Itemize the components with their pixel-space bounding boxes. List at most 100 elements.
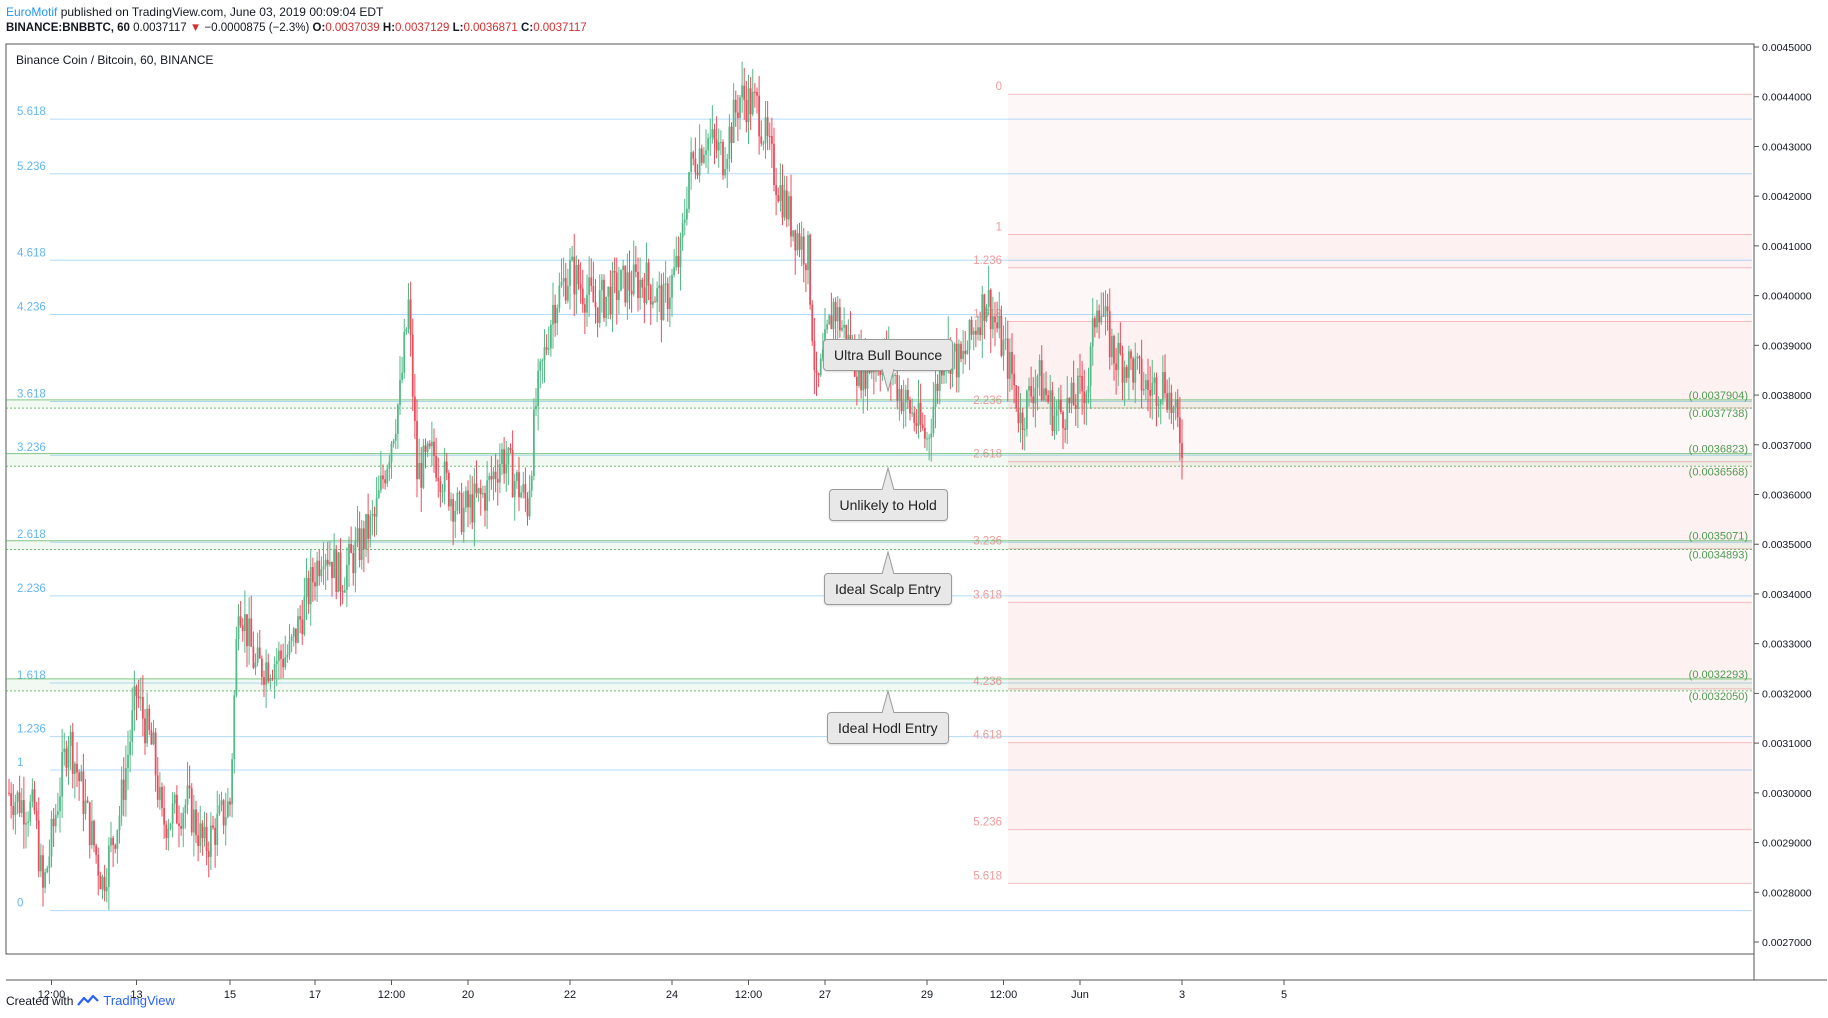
candle-body [843, 324, 846, 328]
candle-body [1125, 367, 1128, 378]
candle-body [61, 751, 64, 797]
candle-body [736, 112, 739, 118]
candle-body [855, 376, 858, 386]
candle-body [439, 481, 442, 492]
candle-body [309, 567, 312, 605]
candle-body [1149, 390, 1152, 396]
candle-body [979, 327, 982, 336]
close-label: C: [521, 22, 534, 34]
candle-body [265, 662, 268, 685]
candle-body [507, 447, 510, 465]
candle-body [603, 279, 605, 319]
candle-body [668, 297, 671, 310]
candle-body [135, 686, 138, 697]
candle-body [263, 677, 265, 685]
candle-body [649, 285, 652, 305]
candle-body [722, 142, 724, 176]
price-tick-label: 0.0040000 [1762, 291, 1812, 303]
candle-body [490, 475, 493, 480]
candle-body [1147, 380, 1149, 391]
candle-body [216, 813, 219, 845]
candle-body [1176, 399, 1179, 418]
candle-body [131, 710, 134, 742]
fib-right-level-label: 2.236 [973, 395, 1002, 407]
candle-body [953, 343, 956, 352]
callout-box: Unlikely to Hold [828, 488, 948, 521]
candle-body [641, 279, 644, 288]
price-tick-label: 0.0045000 [1762, 42, 1812, 54]
tradingview-brand[interactable]: TradingView [103, 993, 175, 1008]
candle-body [1127, 351, 1130, 378]
candle-body [709, 137, 712, 139]
callout-pointer [881, 369, 895, 393]
candle-body [711, 129, 714, 138]
candle-body [462, 507, 465, 533]
candle-body [1002, 339, 1005, 356]
candle-body [82, 771, 85, 814]
candle-body [18, 792, 21, 813]
fib-left-level-label: 2.618 [17, 529, 46, 541]
candle-body [186, 785, 189, 805]
candle-body [1161, 372, 1164, 400]
candle-body [288, 641, 291, 655]
down-arrow-icon: ▼ [189, 22, 202, 34]
candle-body [69, 731, 72, 746]
price-tick-label: 0.0031000 [1762, 738, 1812, 750]
candle-body [1057, 399, 1060, 410]
price-tick-label: 0.0043000 [1762, 141, 1812, 153]
candle-body [511, 450, 514, 498]
candle-body [1119, 343, 1122, 354]
price-tick-label: 0.0036000 [1762, 490, 1812, 502]
callout-pointer [881, 689, 895, 714]
time-tick-label: 27 [819, 989, 831, 1001]
symbol-line: BINANCE:BNBBTC, 60 0.0037117 ▼ −0.000087… [6, 22, 587, 34]
candle-body [59, 796, 61, 812]
candle-body [1085, 392, 1088, 404]
candle-body [773, 143, 775, 186]
candle-body [375, 497, 378, 517]
fib-right-level-label: 1.236 [973, 255, 1002, 267]
price-change: −0.0000875 (−2.3%) [204, 22, 310, 34]
candle-body [879, 371, 882, 375]
candle-body [350, 544, 353, 553]
candle-body [218, 805, 221, 814]
fib-right-level-label: 1 [996, 221, 1002, 233]
candle-body [1070, 382, 1073, 404]
candle-body [1170, 392, 1173, 414]
candle-body [188, 785, 191, 789]
candle-body [65, 748, 68, 768]
candle-body [1038, 360, 1041, 377]
time-tick-label: 5 [1281, 989, 1287, 1001]
candle-body [545, 347, 548, 350]
candle-body [666, 283, 669, 310]
candle-body [804, 264, 807, 271]
candle-body [1134, 358, 1137, 383]
candle-body [356, 528, 359, 542]
candle-body [222, 800, 225, 826]
candle-body [826, 324, 829, 330]
fib-left-level-label: 0 [17, 898, 23, 910]
candle-body [146, 708, 149, 744]
candle-body [955, 343, 958, 378]
candle-body [991, 316, 994, 330]
candle-body [702, 154, 705, 163]
candle-body [528, 490, 531, 517]
candle-body [994, 316, 996, 323]
fib-right-band [1008, 461, 1752, 549]
candle-body [509, 447, 512, 451]
candle-body [930, 433, 933, 438]
candle-body [492, 471, 495, 480]
candle-body [1017, 407, 1020, 424]
candle-body [1168, 392, 1171, 410]
candle-body [620, 270, 622, 291]
candle-body [14, 801, 17, 816]
candle-body [367, 514, 370, 539]
author-link[interactable]: EuroMotif [6, 5, 58, 19]
candle-body [828, 315, 831, 325]
zone-top-label: (0.0032293) [1689, 669, 1748, 681]
candle-body [1019, 412, 1022, 424]
candle-body [573, 256, 576, 295]
price-tick-label: 0.0035000 [1762, 539, 1812, 551]
callout-pointer [881, 465, 895, 490]
